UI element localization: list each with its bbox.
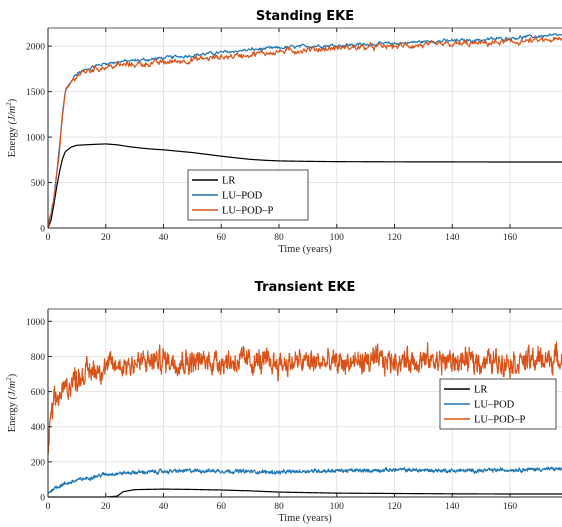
y-axis-label-close: ) (7, 98, 18, 102)
x-tick-label: 140 (445, 502, 460, 512)
legend-label: LU–POD (474, 400, 515, 411)
x-tick-label: 0 (46, 233, 51, 243)
x-tick-label: 160 (503, 502, 518, 512)
y-axis-label-text: Energy (7, 124, 18, 157)
y-tick-label: 800 (31, 353, 46, 363)
y-tick-label: 500 (31, 179, 46, 189)
chart-title: Transient EKE (255, 280, 356, 295)
legend-label: LU–POD–P (222, 206, 274, 217)
x-tick-label: 80 (274, 502, 284, 512)
x-tick-label: 100 (330, 502, 345, 512)
y-axis-label: Energy (J/m2) (5, 98, 18, 157)
series-line-LU–POD–P (47, 341, 562, 454)
y-tick-label: 2000 (26, 43, 45, 53)
chart-panel-2: Transient EKE 0 20 40 60 80 100 120 140 160 0 200 40… (5, 280, 562, 524)
y-tick-label: 1500 (26, 88, 45, 98)
legend-label: LU–POD–P (474, 415, 526, 426)
series-line-LU–POD–P (47, 36, 562, 229)
y-axis-label-exp: 2 (5, 102, 13, 106)
y-tick-label: 0 (40, 225, 45, 235)
chart-panel-1: Standing EKE 0 20 40 60 80 100 120 140 160 0 500 100… (5, 9, 562, 255)
legend-label: LU–POD (222, 191, 263, 202)
y-tick-label: 0 (40, 494, 45, 504)
x-tick-label: 100 (330, 233, 345, 243)
y-tick-label: 400 (31, 423, 46, 433)
y-axis-label-exp: 2 (5, 377, 13, 381)
x-tick-label: 0 (46, 502, 51, 512)
series-line-LR (47, 488, 562, 498)
series-line-LU–POD (47, 466, 562, 494)
x-tick-label: 40 (159, 502, 169, 512)
x-tick-label: 40 (159, 233, 169, 243)
x-axis-label: Time (years) (278, 513, 332, 524)
x-tick-label: 80 (274, 233, 284, 243)
x-tick-label: 120 (387, 502, 402, 512)
y-tick-label: 200 (31, 458, 46, 468)
y-axis-label-text: Energy (7, 399, 18, 432)
x-axis-label: Time (years) (278, 244, 332, 255)
y-axis-label-unit: (J/m (7, 105, 18, 124)
x-tick-label: 20 (101, 233, 111, 243)
series-line-LR (47, 143, 562, 229)
x-tick-label: 140 (445, 233, 460, 243)
series-line-LU–POD (47, 33, 562, 229)
legend-label: LR (222, 176, 235, 187)
x-tick-label: 60 (217, 502, 227, 512)
y-axis-label-close: ) (7, 373, 18, 377)
x-tick-label: 120 (387, 233, 402, 243)
x-tick-label: 20 (101, 502, 111, 512)
y-axis-label-unit: (J/m (7, 380, 18, 399)
x-tick-label: 60 (217, 233, 227, 243)
x-tick-label: 160 (503, 233, 518, 243)
chart-title: Standing EKE (256, 9, 354, 24)
y-axis-label: Energy (J/m2) (5, 373, 18, 432)
y-tick-label: 1000 (26, 134, 45, 144)
y-tick-label: 1000 (26, 318, 45, 328)
legend-label: LR (474, 385, 487, 396)
y-tick-label: 600 (31, 388, 46, 398)
